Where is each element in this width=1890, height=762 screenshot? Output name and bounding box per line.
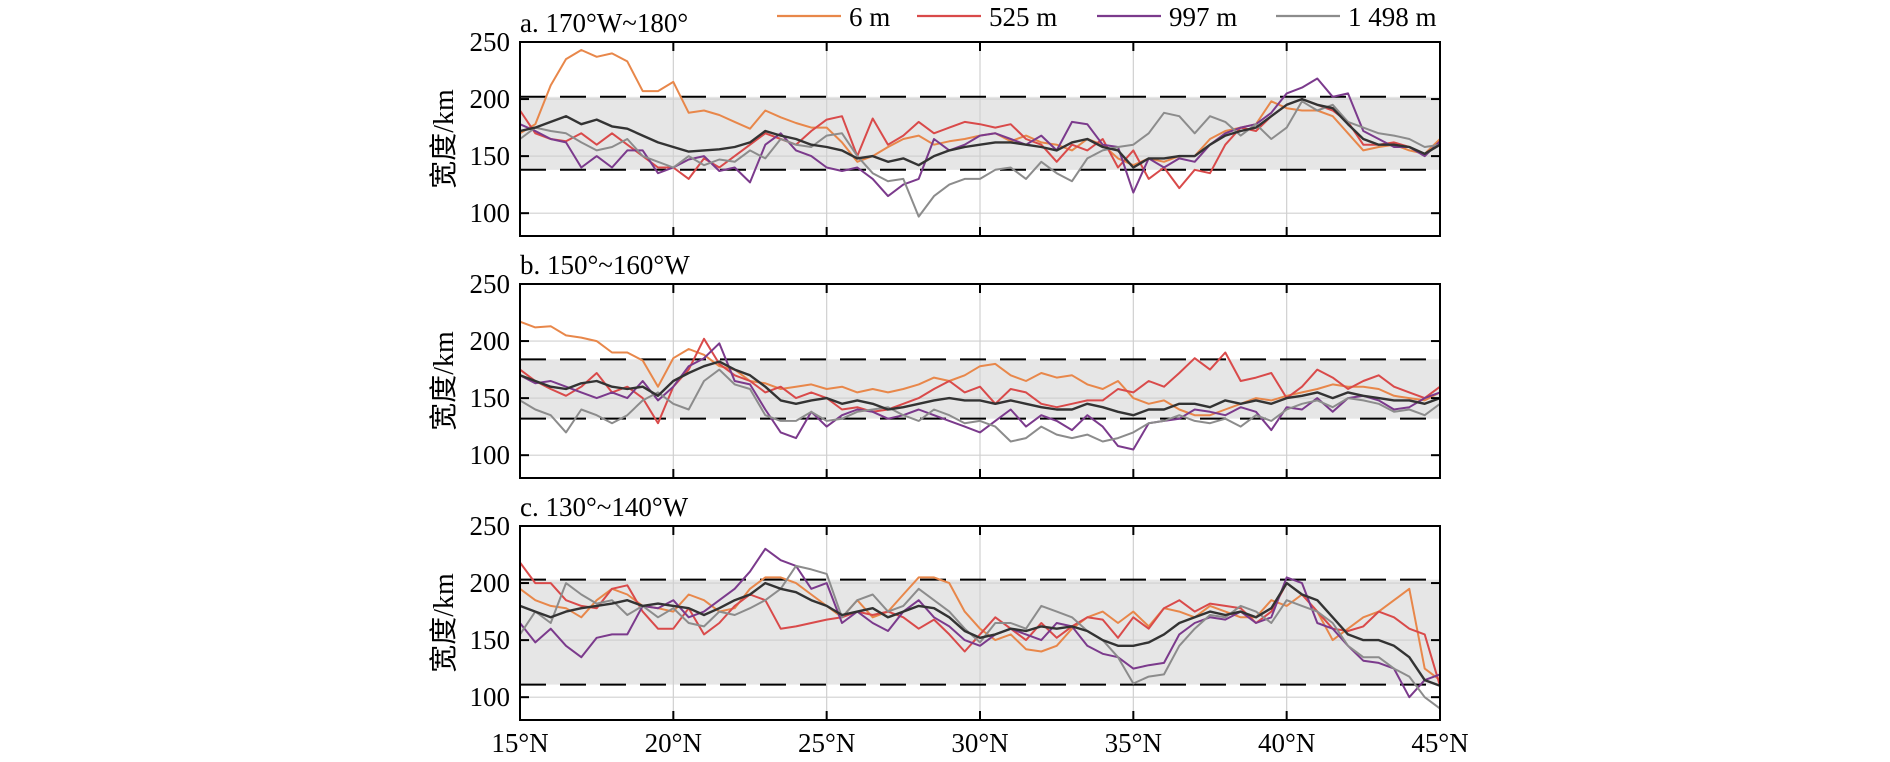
y-tick-label: 150 xyxy=(470,141,511,171)
x-tick-label: 40°N xyxy=(1258,728,1315,758)
legend-label: 997 m xyxy=(1169,2,1237,32)
x-tick-label: 15°N xyxy=(491,728,548,758)
panel-2: 100 150 200 250 宽度/km b. 150°~160°W xyxy=(428,250,1441,479)
y-tick-label: 200 xyxy=(470,568,511,598)
x-tick-label: 45°N xyxy=(1411,728,1468,758)
y-tick-label: 200 xyxy=(470,84,511,114)
y-tick-label: 250 xyxy=(470,511,511,541)
y-tick-label: 250 xyxy=(470,27,511,57)
series-line-mean xyxy=(519,581,1441,687)
panel-3: 100 150 200 250 宽度/km c. 130°~140°W xyxy=(428,492,1441,721)
y-tick-label: 100 xyxy=(470,198,511,228)
series-line-1-498-m xyxy=(519,564,1441,710)
panel-1: 100 150 200 250 宽度/km a. 170°W~180° xyxy=(428,8,1441,237)
x-tick-label: 30°N xyxy=(951,728,1008,758)
panel-title: b. 150°~160°W xyxy=(520,250,690,280)
series-line-997-m xyxy=(519,342,1441,451)
series-line-1-498-m xyxy=(519,100,1441,218)
series-line-6-m xyxy=(519,320,1441,417)
y-axis-label: 宽度/km xyxy=(428,331,460,431)
series-line-997-m xyxy=(519,547,1441,699)
x-tick-label: 35°N xyxy=(1105,728,1162,758)
series-line-1-498-m xyxy=(519,368,1441,443)
x-tick-label: 25°N xyxy=(798,728,855,758)
y-tick-label: 150 xyxy=(470,383,511,413)
panel-title: c. 130°~140°W xyxy=(520,492,689,522)
legend: 6 m 525 m 997 m 1 498 m xyxy=(777,2,1437,32)
series-line-mean xyxy=(519,97,1441,169)
y-axis-label: 宽度/km xyxy=(428,573,460,673)
y-tick-label: 250 xyxy=(470,269,511,299)
panels: 100 150 200 250 宽度/km a. 170°W~180° 100 150 200 2… xyxy=(428,8,1441,721)
y-axis-label: 宽度/km xyxy=(428,89,460,189)
legend-label: 1 498 m xyxy=(1348,2,1437,32)
x-tick-label: 20°N xyxy=(645,728,702,758)
series-line-mean xyxy=(519,360,1441,417)
x-axis-tick-labels: 15°N 20°N 25°N 30°N 35°N 40°N 45°N xyxy=(491,728,1468,758)
series-line-6-m xyxy=(519,576,1441,681)
y-tick-label: 150 xyxy=(470,625,511,655)
panel-title: a. 170°W~180° xyxy=(520,8,688,38)
legend-label: 6 m xyxy=(849,2,890,32)
y-tick-label: 100 xyxy=(470,440,511,470)
legend-label: 525 m xyxy=(989,2,1057,32)
y-tick-label: 100 xyxy=(470,682,511,712)
y-tick-label: 200 xyxy=(470,326,511,356)
